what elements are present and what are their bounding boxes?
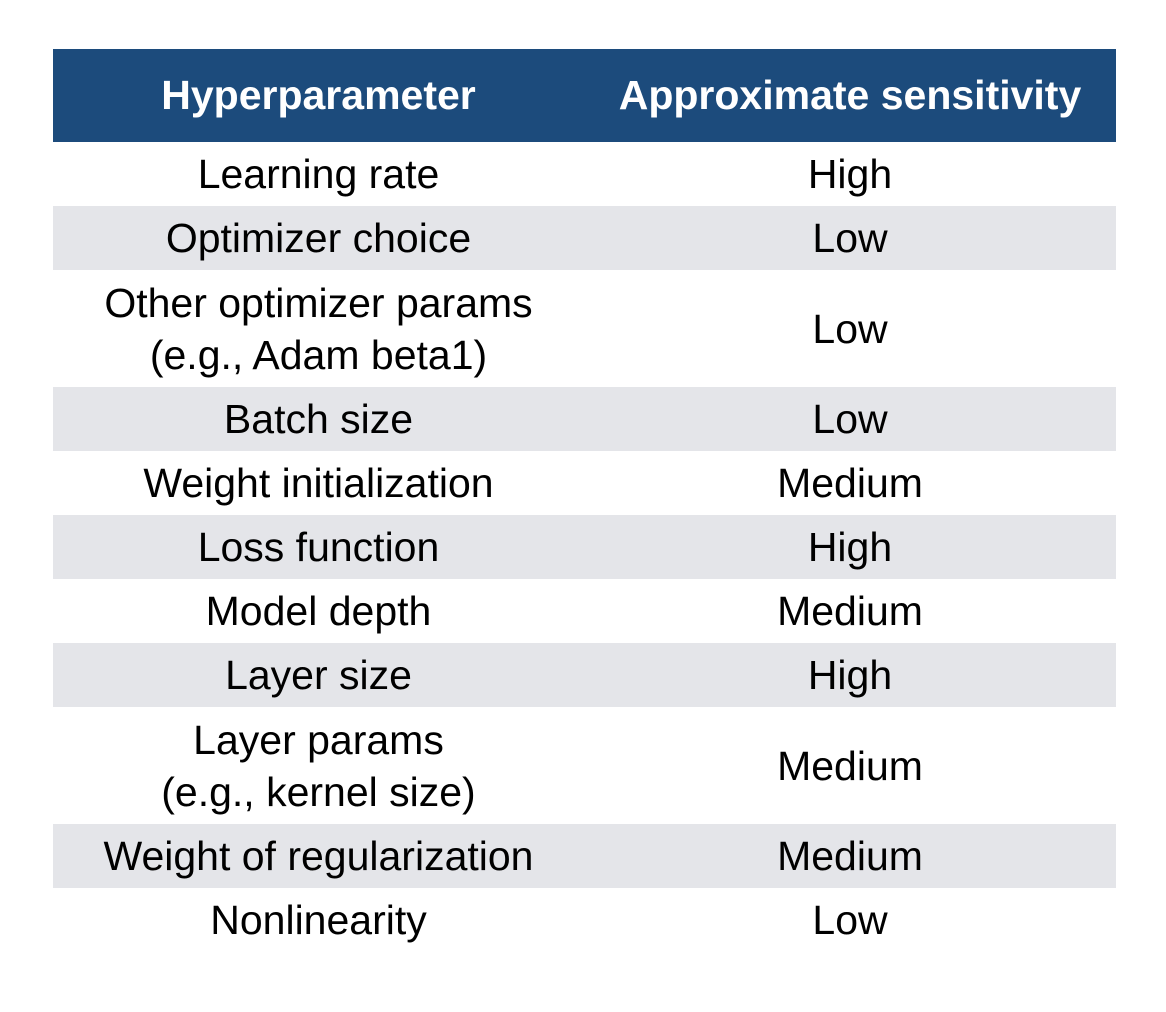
- table-row: Model depth Medium: [53, 579, 1116, 643]
- table-row: Loss function High: [53, 515, 1116, 579]
- sensitivity-cell: Low: [812, 305, 888, 352]
- table-row: Other optimizer params (e.g., Adam beta1…: [53, 270, 1116, 387]
- param-line: Other optimizer params: [104, 279, 533, 326]
- hyperparameter-table: Hyperparameter Approximate sensitivity L…: [53, 49, 1116, 952]
- sensitivity-cell: Low: [812, 215, 888, 261]
- table-header: Hyperparameter Approximate sensitivity: [53, 49, 1116, 142]
- param-cell: Batch size: [223, 396, 414, 442]
- header-hyperparameter: Hyperparameter: [161, 72, 476, 118]
- param-cell: Other optimizer params (e.g., Adam beta1…: [53, 277, 584, 381]
- param-cell: Nonlinearity: [210, 897, 427, 943]
- table-row: Layer size High: [53, 643, 1116, 707]
- param-cell: Loss function: [197, 524, 440, 570]
- param-cell: Weight initialization: [143, 460, 494, 506]
- table-row: Optimizer choice Low: [53, 206, 1116, 270]
- table-row: Nonlinearity Low: [53, 888, 1116, 952]
- param-cell: Layer size: [225, 652, 412, 698]
- table-row: Learning rate High: [53, 142, 1116, 206]
- sensitivity-cell: Low: [812, 396, 888, 442]
- param-line: (e.g., kernel size): [161, 768, 476, 815]
- param-line: (e.g., Adam beta1): [149, 331, 488, 378]
- sensitivity-cell: High: [807, 524, 893, 570]
- table-row: Weight of regularization Medium: [53, 824, 1116, 888]
- sensitivity-cell: Medium: [777, 833, 923, 879]
- param-cell: Layer params (e.g., kernel size): [53, 714, 584, 818]
- table-row: Weight initialization Medium: [53, 451, 1116, 515]
- table-row: Layer params (e.g., kernel size) Medium: [53, 707, 1116, 824]
- param-line: Layer params: [193, 716, 444, 763]
- table-row: Batch size Low: [53, 387, 1116, 451]
- header-approximate-sensitivity: Approximate sensitivity: [618, 72, 1082, 118]
- param-cell: Learning rate: [197, 151, 440, 197]
- sensitivity-cell: High: [807, 151, 893, 197]
- sensitivity-cell: Medium: [777, 742, 923, 789]
- sensitivity-cell: High: [807, 652, 893, 698]
- sensitivity-cell: Medium: [777, 588, 923, 634]
- sensitivity-cell: Medium: [777, 460, 923, 506]
- param-cell: Model depth: [205, 588, 432, 634]
- param-cell: Weight of regularization: [103, 833, 534, 879]
- param-cell: Optimizer choice: [165, 215, 472, 261]
- sensitivity-cell: Low: [812, 897, 888, 943]
